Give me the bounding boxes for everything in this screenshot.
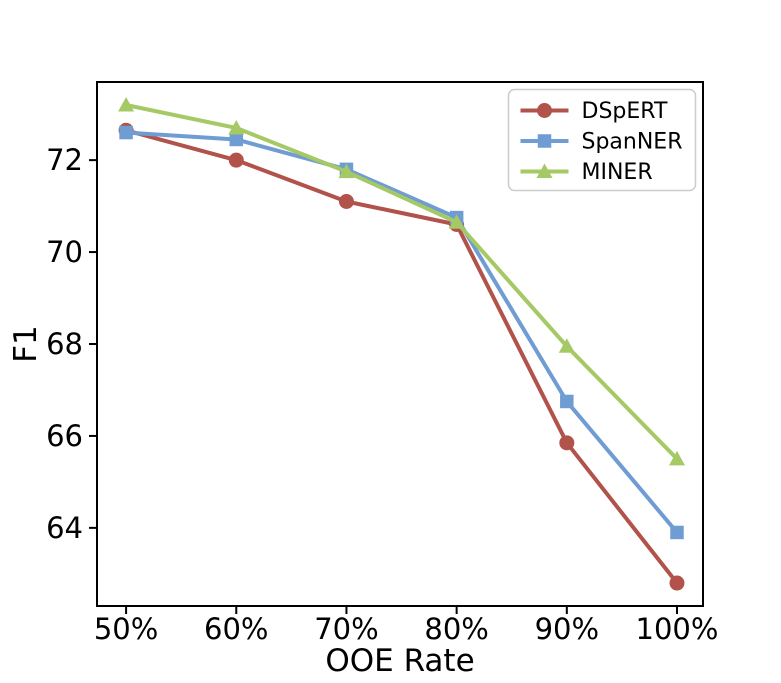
series-marker-miner [448, 214, 465, 229]
x-axis-label: OOE Rate [325, 643, 474, 679]
series-marker-miner [668, 450, 685, 466]
series-marker-miner [338, 163, 355, 179]
y-tick-label: 66 [46, 419, 83, 453]
y-tick-label: 68 [46, 327, 83, 361]
series-marker-spanner [560, 394, 574, 409]
legend-marker-dspert [537, 103, 552, 118]
x-tick-label: 80% [424, 612, 488, 646]
series-marker-spanner [670, 525, 684, 540]
series-marker-miner [118, 96, 135, 112]
x-tick-label: 70% [314, 612, 378, 646]
legend-marker-miner [536, 163, 553, 178]
series-marker-spanner [119, 125, 133, 140]
y-tick-label: 70 [46, 235, 83, 269]
series-line-spanner [125, 130, 679, 534]
series-marker-miner [228, 119, 245, 135]
series-marker-dspert [228, 152, 244, 168]
series-marker-miner [558, 338, 575, 353]
legend-box [507, 88, 697, 192]
series-marker-dspert [338, 194, 354, 210]
series-marker-dspert [559, 435, 575, 451]
legend-label-miner: MINER [582, 160, 653, 185]
x-tick-label: 100% [636, 612, 719, 646]
legend-label-spanner: SpanNER [582, 130, 683, 155]
y-tick-label: 64 [46, 511, 83, 545]
legend-label-dspert: DSpERT [582, 99, 668, 124]
series-line-miner [125, 103, 679, 461]
series-marker-spanner [229, 132, 244, 147]
axis-layer: 50% 60% 70% 80% 90% 100% 64 66 68 70 72 [46, 81, 719, 646]
x-tick-label: 90% [535, 612, 599, 646]
series-layer [118, 96, 685, 591]
y-tick-label: 72 [46, 143, 83, 177]
y-axis-label: F1 [8, 325, 44, 363]
x-tick-label: 60% [204, 612, 268, 646]
legend-marker-spanner [537, 134, 552, 148]
x-tick-label: 50% [94, 612, 158, 646]
series-line-dspert [125, 128, 679, 585]
series-marker-dspert [669, 575, 685, 591]
legend-layer: DSpERT SpanNER MINER [507, 88, 697, 192]
